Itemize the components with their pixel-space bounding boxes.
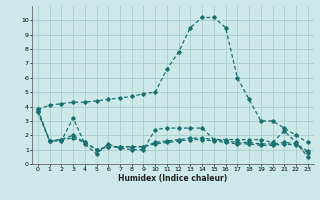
X-axis label: Humidex (Indice chaleur): Humidex (Indice chaleur) <box>118 174 228 183</box>
